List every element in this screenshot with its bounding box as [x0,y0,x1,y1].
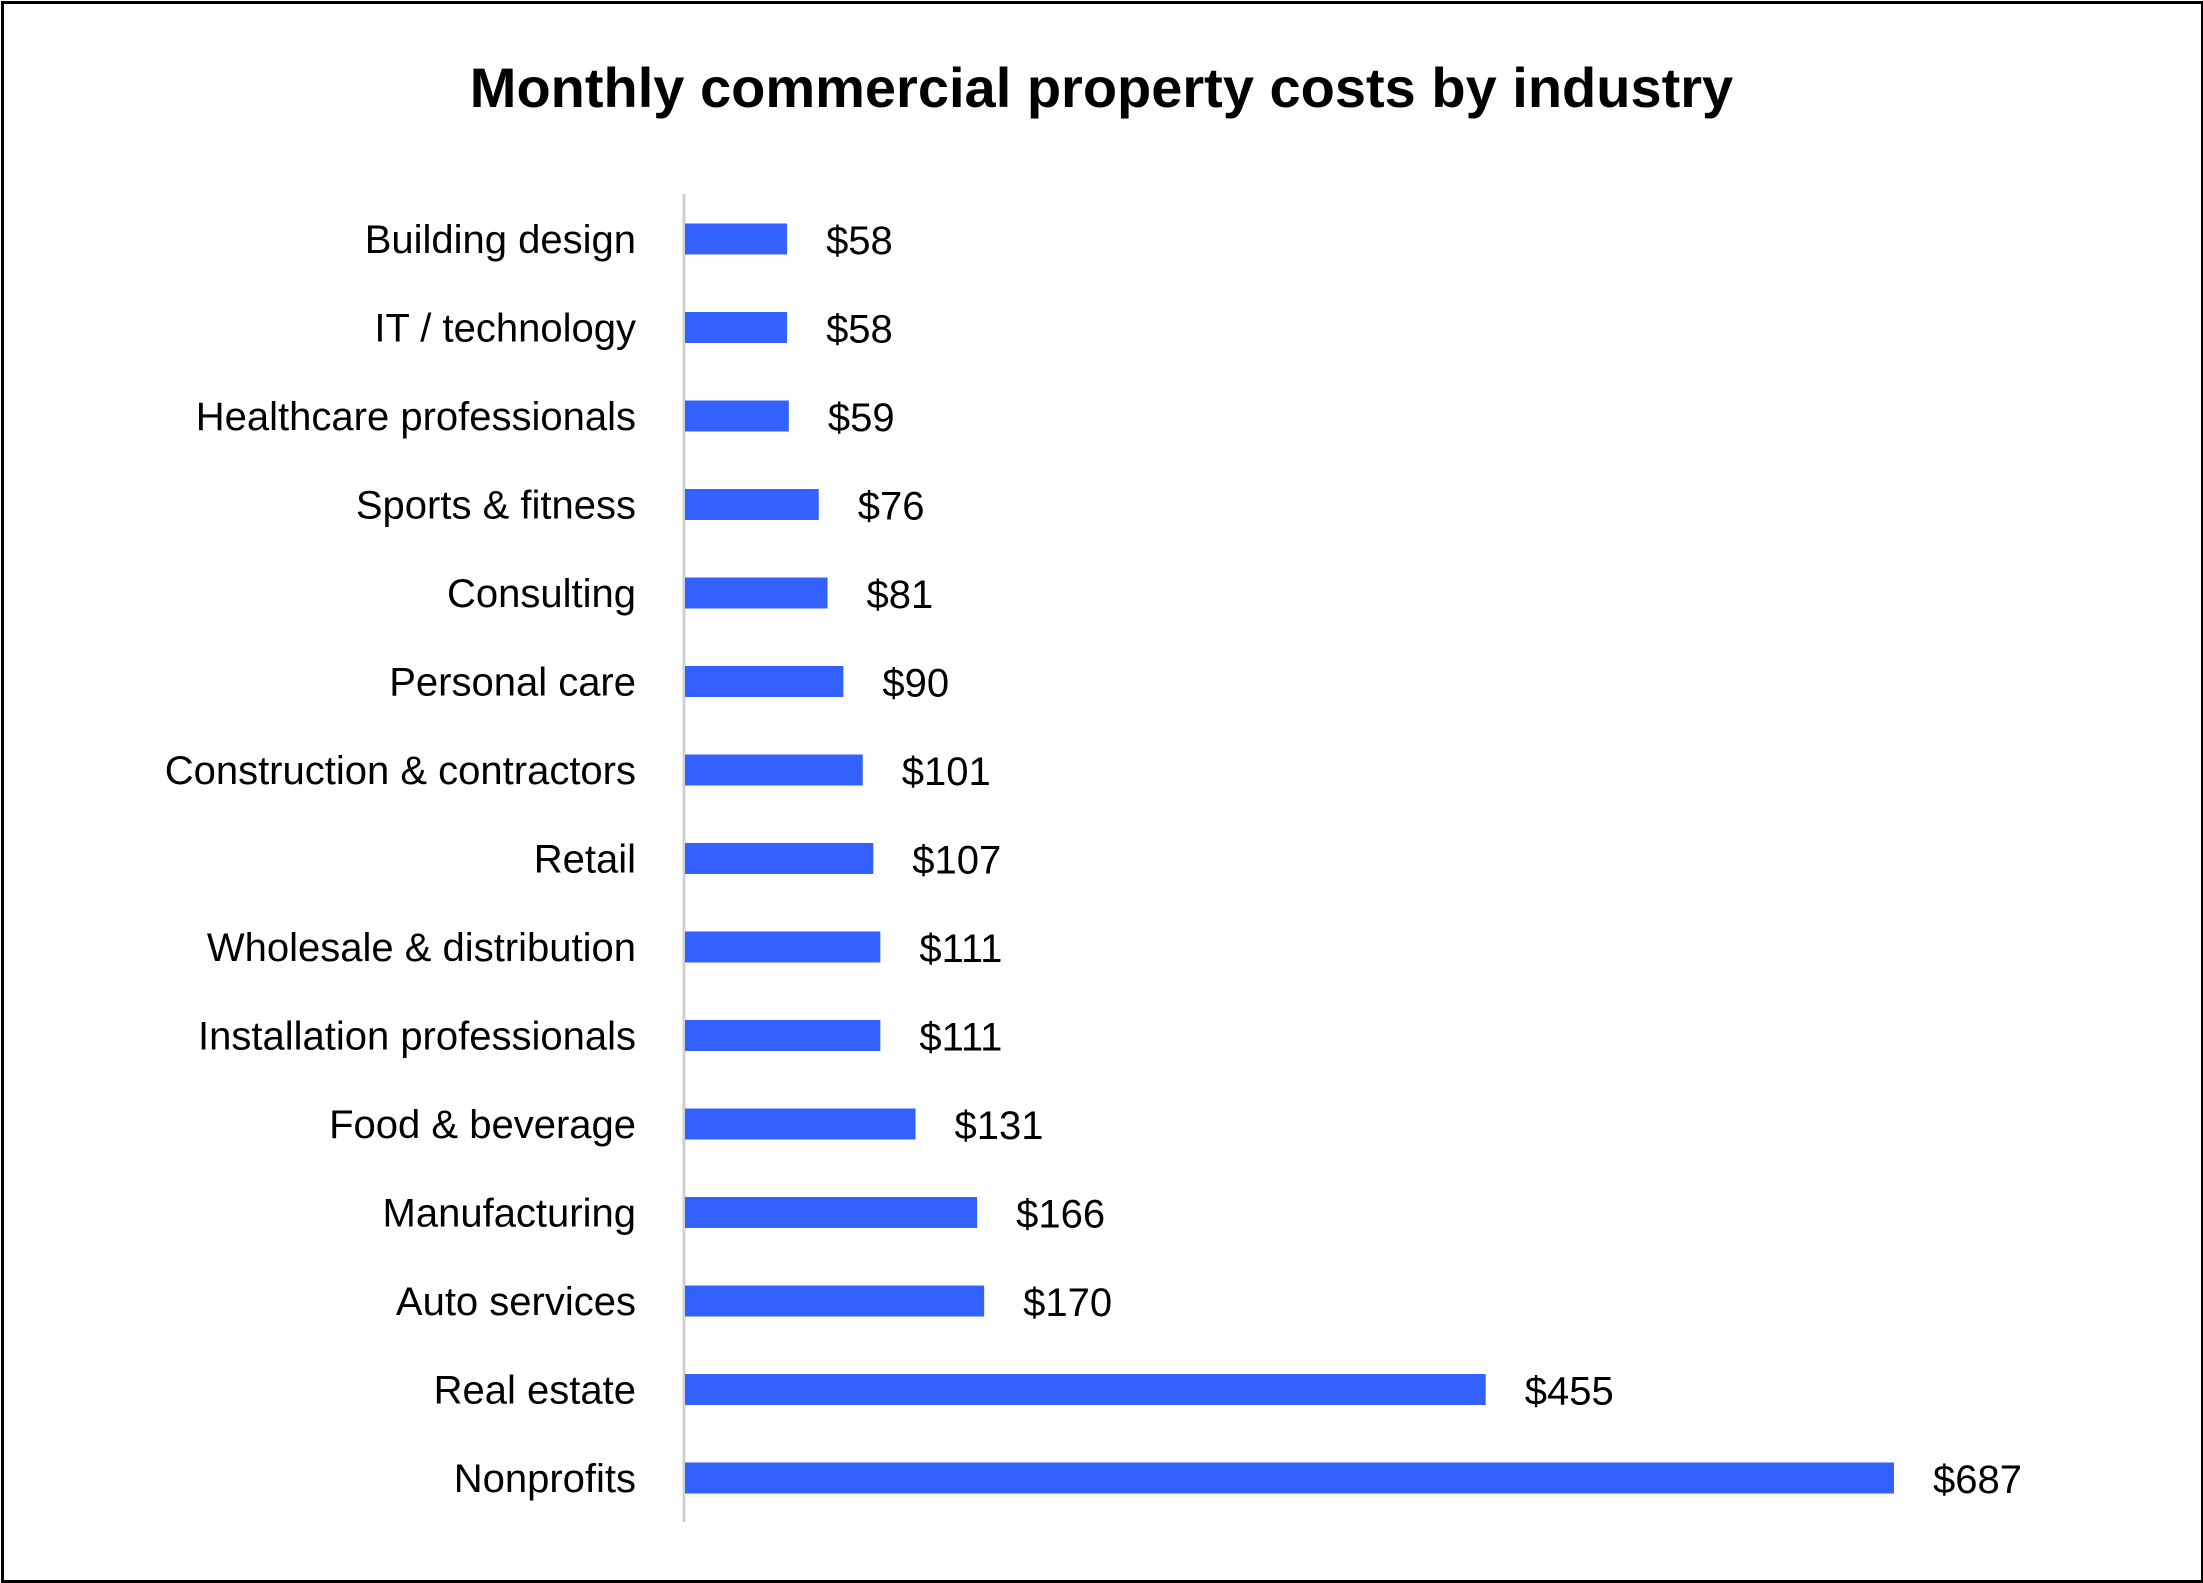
bar [685,1285,985,1317]
bar [685,1374,1486,1405]
category-label: Sports & fitness [356,484,636,528]
bar [685,489,819,520]
bar [685,843,874,874]
category-label: Construction & contractors [165,749,636,793]
category-label: Nonprofits [454,1457,636,1501]
bar [685,1197,978,1228]
bar [685,223,788,255]
bar [685,400,789,432]
data-label: $455 [1525,1370,1614,1414]
bar [685,1020,881,1051]
bar [685,1108,916,1140]
category-label: Wholesale & distribution [207,926,636,970]
data-label: $131 [955,1104,1044,1148]
category-label: Auto services [396,1280,636,1324]
data-label: $76 [858,485,925,529]
bar [685,666,844,697]
data-label: $687 [1933,1458,2022,1502]
category-label: IT / technology [374,307,636,351]
data-label: $111 [919,1016,1002,1060]
category-label: Real estate [434,1369,636,1413]
category-label: Manufacturing [383,1192,636,1236]
data-label: $111 [919,927,1002,971]
data-label: $81 [867,573,934,617]
bar [685,312,788,343]
data-label: $170 [1023,1281,1112,1325]
data-label: $107 [912,839,1001,883]
bar [685,1462,1894,1494]
chart-title: Monthly commercial property costs by ind… [469,56,1734,119]
category-label: Retail [534,838,636,882]
category-label: Building design [365,218,636,262]
data-label: $101 [902,750,991,794]
category-label: Food & beverage [329,1103,636,1147]
category-label: Personal care [389,661,636,705]
bar [685,931,881,963]
bar [685,577,828,609]
data-label: $58 [826,219,893,263]
category-label: Installation professionals [198,1015,636,1059]
data-label: $59 [828,396,895,440]
category-label: Healthcare professionals [196,395,636,439]
bar [685,754,863,786]
data-label: $166 [1016,1193,1105,1237]
category-label: Consulting [447,572,636,616]
data-label: $90 [882,662,949,706]
data-label: $58 [826,308,893,352]
